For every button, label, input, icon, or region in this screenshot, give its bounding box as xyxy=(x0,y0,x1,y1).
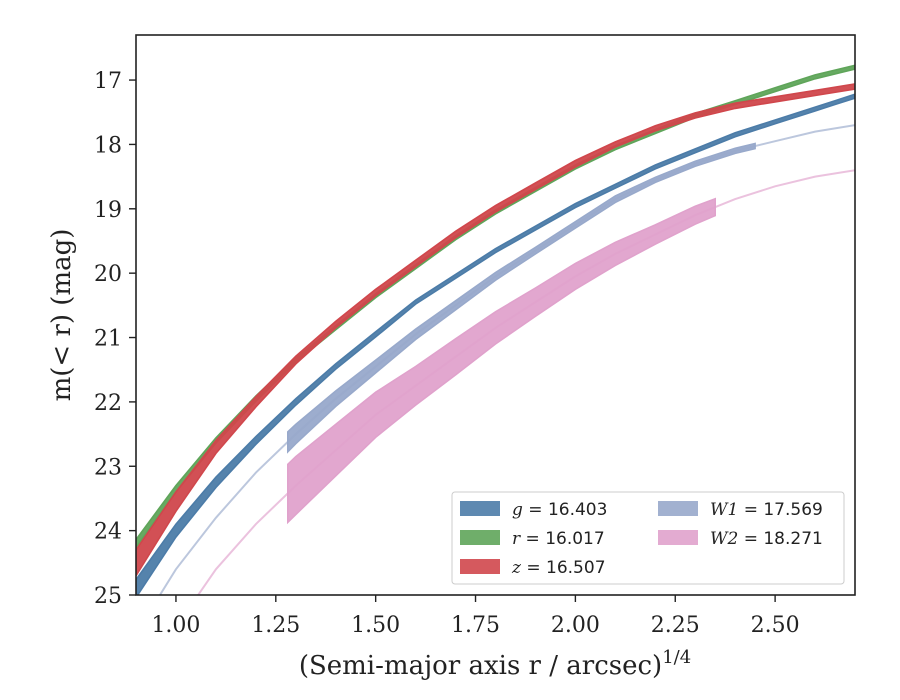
legend-swatch-z xyxy=(460,559,500,574)
y-tick-label: 18 xyxy=(94,133,122,158)
legend-swatch-w2 xyxy=(658,530,698,545)
legend-swatch-w1 xyxy=(658,501,698,516)
legend-item-w2: W2 = 18.271 xyxy=(658,529,823,549)
x-tick-label: 2.50 xyxy=(751,613,800,638)
y-tick-label: 23 xyxy=(94,455,122,480)
x-tick-label: 1.75 xyxy=(451,613,500,638)
legend-item-z: z = 16.507 xyxy=(460,558,606,578)
y-tick-label: 22 xyxy=(94,391,122,416)
series-w2-band xyxy=(287,197,716,525)
model-curves xyxy=(158,124,855,595)
y-tick-label: 17 xyxy=(94,69,122,94)
y-tick-label: 19 xyxy=(94,198,122,223)
legend-label-z: z = 16.507 xyxy=(511,558,606,578)
legend-item-r: r = 16.017 xyxy=(460,529,605,549)
plot-frame xyxy=(135,34,856,596)
x-axis-label-superscript: 1/4 xyxy=(662,647,691,668)
x-axis-ticks: 1.00 1.25 1.50 1.75 2.00 2.25 2.50 xyxy=(151,595,800,638)
x-tick-label: 1.00 xyxy=(151,613,200,638)
x-axis-label: (Semi-major axis r / arcsec)1/4 xyxy=(299,647,691,681)
y-tick-label: 25 xyxy=(94,584,122,609)
x-tick-label: 2.00 xyxy=(551,613,600,638)
series-w2-model-curve xyxy=(196,169,855,595)
y-axis-ticks: 17 18 19 20 21 22 23 24 25 xyxy=(94,69,136,609)
x-tick-label: 1.25 xyxy=(251,613,300,638)
legend-label-r: r = 16.017 xyxy=(512,529,605,549)
legend-label-w2: W2 = 18.271 xyxy=(710,529,823,549)
legend-swatch-r xyxy=(460,530,500,545)
legend-swatch-g xyxy=(460,501,500,516)
y-axis-label: m(< r) (mag) xyxy=(47,229,77,402)
series-bands xyxy=(136,64,855,595)
y-tick-label: 20 xyxy=(94,262,122,287)
series-z-band xyxy=(136,83,855,578)
series-g-band xyxy=(136,93,855,595)
x-tick-label: 1.50 xyxy=(351,613,400,638)
legend-label-g: g = 16.403 xyxy=(512,500,607,520)
y-tick-label: 21 xyxy=(94,327,122,352)
legend-frame xyxy=(451,491,845,585)
x-tick-label: 2.25 xyxy=(651,613,700,638)
series-w1-model-curve xyxy=(158,124,855,595)
legend-item-w1: W1 = 17.569 xyxy=(658,500,823,520)
legend-item-g: g = 16.403 xyxy=(460,500,607,520)
legend: g = 16.403 r = 16.017 z = 16.507 W1 = 17.56… xyxy=(451,491,845,585)
series-w1-band xyxy=(287,142,756,454)
legend-label-w1: W1 = 17.569 xyxy=(710,500,823,520)
series-r-band xyxy=(136,64,855,549)
y-tick-label: 24 xyxy=(94,520,122,545)
